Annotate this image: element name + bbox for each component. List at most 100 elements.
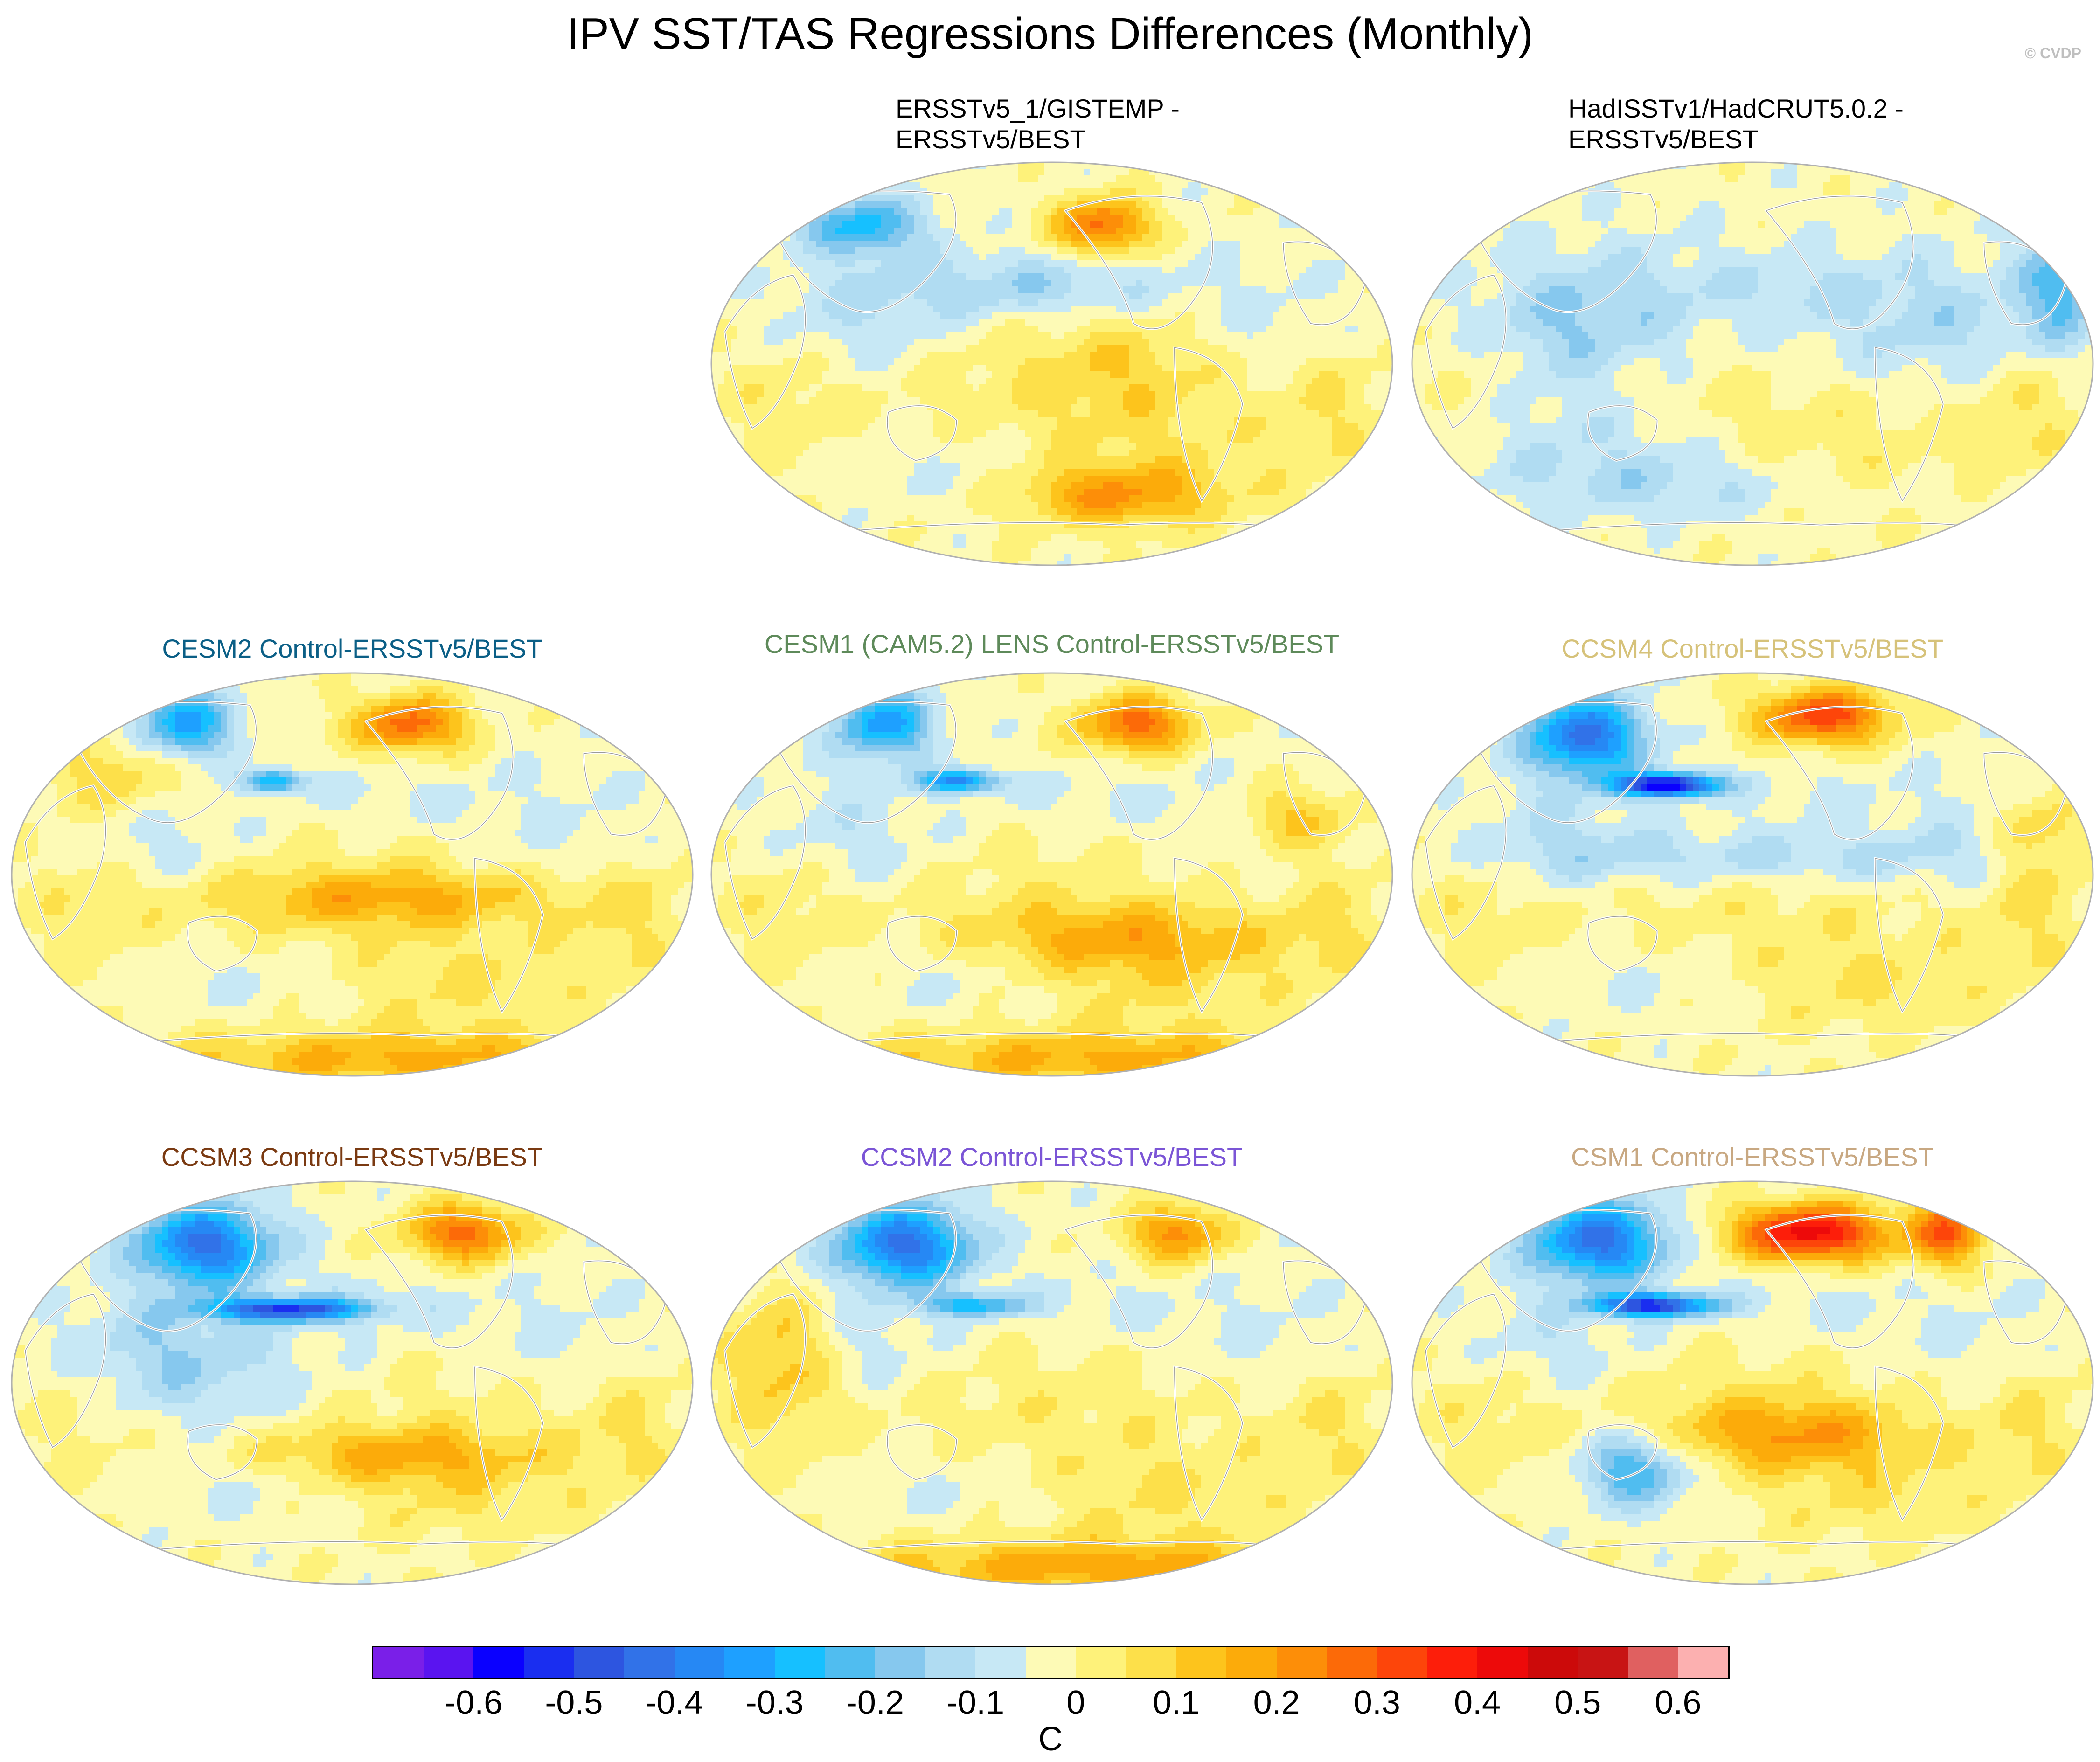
coastline <box>365 1214 514 1348</box>
colorbar-cell <box>624 1647 675 1678</box>
colorbar-cell <box>875 1647 925 1678</box>
panel-4-title: CESM1 (CAM5.2) LENS Control-ERSSTv5/BEST <box>709 629 1395 659</box>
colorbar-cell <box>825 1647 875 1678</box>
coastline <box>887 916 957 972</box>
coastline <box>1983 1260 2066 1344</box>
map-border <box>710 1180 1393 1585</box>
colorbar-cell <box>1226 1647 1277 1678</box>
coastline <box>365 706 514 840</box>
panel-6-title: CCSM3 Control-ERSSTv5/BEST <box>9 1142 695 1172</box>
coastline <box>25 785 106 940</box>
coastline <box>1587 405 1658 461</box>
colorbar-tick-label: 0.6 <box>1655 1684 1701 1722</box>
panel-7-map <box>710 1180 1393 1585</box>
coastline <box>1425 785 1507 940</box>
coastline <box>1174 858 1243 1013</box>
panel-6-map <box>11 1180 694 1585</box>
coastline <box>1283 241 1366 325</box>
colorbar-cell <box>1527 1647 1578 1678</box>
colorbar-cell <box>574 1647 624 1678</box>
colorbar-cell <box>1627 1647 1678 1678</box>
colorbar-cell <box>1076 1647 1126 1678</box>
coastline <box>724 785 806 940</box>
panel-5-map <box>1411 672 2094 1077</box>
coastline <box>474 858 543 1013</box>
panel-3-map <box>11 672 694 1077</box>
panel-1-title-line1: ERSSTv5_1/GISTEMP - <box>896 93 1180 124</box>
coastline <box>1064 1214 1213 1348</box>
colorbar-cell <box>1678 1647 1729 1678</box>
map-field <box>711 162 1392 565</box>
map-border <box>1411 672 2094 1077</box>
coastline <box>583 752 666 836</box>
coastline <box>474 1366 543 1521</box>
map-border <box>11 672 694 1077</box>
coastline <box>1765 1214 1914 1348</box>
map-border <box>710 161 1393 566</box>
colorbar-cell <box>1025 1647 1076 1678</box>
coastline <box>1425 1294 1507 1448</box>
panel-4-map <box>710 672 1393 1077</box>
coastline <box>1283 1260 1366 1344</box>
colorbar <box>372 1646 1730 1679</box>
coastline <box>187 916 257 972</box>
colorbar-tick-label: 0 <box>1066 1684 1085 1722</box>
coastline <box>1587 1424 1658 1480</box>
coastline <box>1587 916 1658 972</box>
colorbar-cell <box>1276 1647 1327 1678</box>
colorbar-tick-label: 0.3 <box>1354 1684 1400 1722</box>
colorbar-cell <box>373 1647 424 1678</box>
coastline <box>1765 706 1914 840</box>
coastline <box>1983 241 2066 325</box>
colorbar-tick-label: -0.6 <box>445 1684 502 1722</box>
colorbar-tick-label: 0.2 <box>1253 1684 1300 1722</box>
cvdp-credit: © CVDP <box>2025 45 2081 62</box>
colorbar-tick-label: 0.4 <box>1454 1684 1501 1722</box>
panel-8-map <box>1411 1180 2094 1585</box>
coastline <box>1064 195 1213 329</box>
panel-1-title-line2: ERSSTv5/BEST <box>896 124 1180 155</box>
colorbar-cell <box>1477 1647 1528 1678</box>
colorbar-cell <box>774 1647 825 1678</box>
colorbar-tick-label: -0.4 <box>646 1684 703 1722</box>
colorbar-cell <box>1427 1647 1478 1678</box>
map-border <box>11 1180 694 1585</box>
coastline <box>1283 752 1366 836</box>
coastline <box>887 405 957 461</box>
map-border <box>710 672 1393 1077</box>
figure-title: IPV SST/TAS Regressions Differences (Mon… <box>0 8 2100 60</box>
colorbar-tick-label: -0.5 <box>545 1684 603 1722</box>
coastline <box>887 1424 957 1480</box>
map-border <box>1411 1180 2094 1585</box>
coastline <box>1174 347 1243 502</box>
colorbar-cell <box>1377 1647 1427 1678</box>
panel-2-title-line2: ERSSTv5/BEST <box>1568 124 1904 155</box>
colorbar-cell <box>674 1647 725 1678</box>
panel-7-title: CCSM2 Control-ERSSTv5/BEST <box>709 1142 1395 1172</box>
coastline <box>1875 858 1944 1013</box>
coastline <box>1425 275 1507 429</box>
colorbar-cell <box>724 1647 775 1678</box>
panel-2-title-line1: HadISSTv1/HadCRUT5.0.2 - <box>1568 93 1904 124</box>
colorbar-cell <box>473 1647 524 1678</box>
map-border <box>1411 161 2094 566</box>
colorbar-cell <box>1126 1647 1176 1678</box>
colorbar-cell <box>975 1647 1026 1678</box>
colorbar-cell <box>523 1647 574 1678</box>
panel-2-map <box>1411 161 2094 566</box>
coastline <box>187 1424 257 1480</box>
coastline <box>583 1260 666 1344</box>
colorbar-unit-label: C <box>1038 1720 1063 1758</box>
panel-1-map <box>710 161 1393 566</box>
colorbar-cell <box>1578 1647 1628 1678</box>
colorbar-tick-label: -0.3 <box>746 1684 804 1722</box>
coastline <box>25 1294 106 1448</box>
panel-5-title: CCSM4 Control-ERSSTv5/BEST <box>1410 633 2095 664</box>
coastline <box>1983 752 2066 836</box>
colorbar-cell <box>1176 1647 1227 1678</box>
coastline <box>1875 347 1944 502</box>
coastline <box>724 1294 806 1448</box>
colorbar-cell <box>1327 1647 1377 1678</box>
coastline <box>1765 195 1914 329</box>
panel-2-title: HadISSTv1/HadCRUT5.0.2 - ERSSTv5/BEST <box>1568 93 1904 155</box>
